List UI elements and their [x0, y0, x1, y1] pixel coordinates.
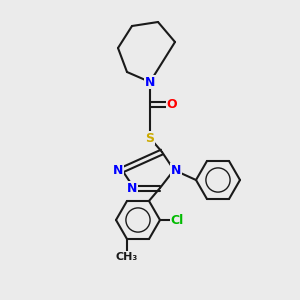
Text: O: O	[167, 98, 177, 110]
Text: S: S	[146, 131, 154, 145]
Text: CH₃: CH₃	[116, 252, 138, 262]
Text: N: N	[127, 182, 137, 194]
Text: N: N	[113, 164, 123, 176]
Text: Cl: Cl	[170, 214, 184, 226]
Text: N: N	[145, 76, 155, 88]
Text: N: N	[171, 164, 181, 176]
